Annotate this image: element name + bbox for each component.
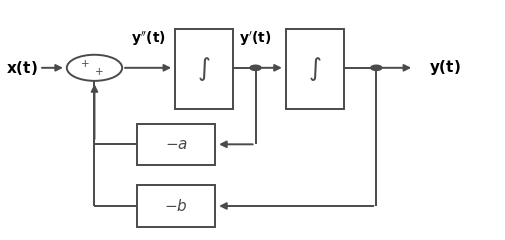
- Text: +: +: [95, 67, 104, 77]
- Bar: [137, 124, 215, 165]
- Text: $\mathbf{y(t)}$: $\mathbf{y(t)}$: [428, 58, 460, 77]
- Circle shape: [249, 65, 261, 70]
- Bar: [175, 29, 232, 109]
- Bar: [285, 29, 343, 109]
- Bar: [137, 185, 215, 227]
- Text: $\mathbf{x(t)}$: $\mathbf{x(t)}$: [7, 59, 38, 77]
- Text: $-b$: $-b$: [164, 198, 188, 214]
- Text: ∫: ∫: [308, 57, 321, 81]
- Circle shape: [370, 65, 381, 70]
- Text: +: +: [81, 59, 89, 69]
- Text: $\mathbf{y'(t)}$: $\mathbf{y'(t)}$: [239, 30, 271, 48]
- Text: ∫: ∫: [197, 57, 210, 81]
- Text: $\mathbf{y''(t)}$: $\mathbf{y''(t)}$: [131, 30, 166, 48]
- Text: $-a$: $-a$: [164, 137, 187, 152]
